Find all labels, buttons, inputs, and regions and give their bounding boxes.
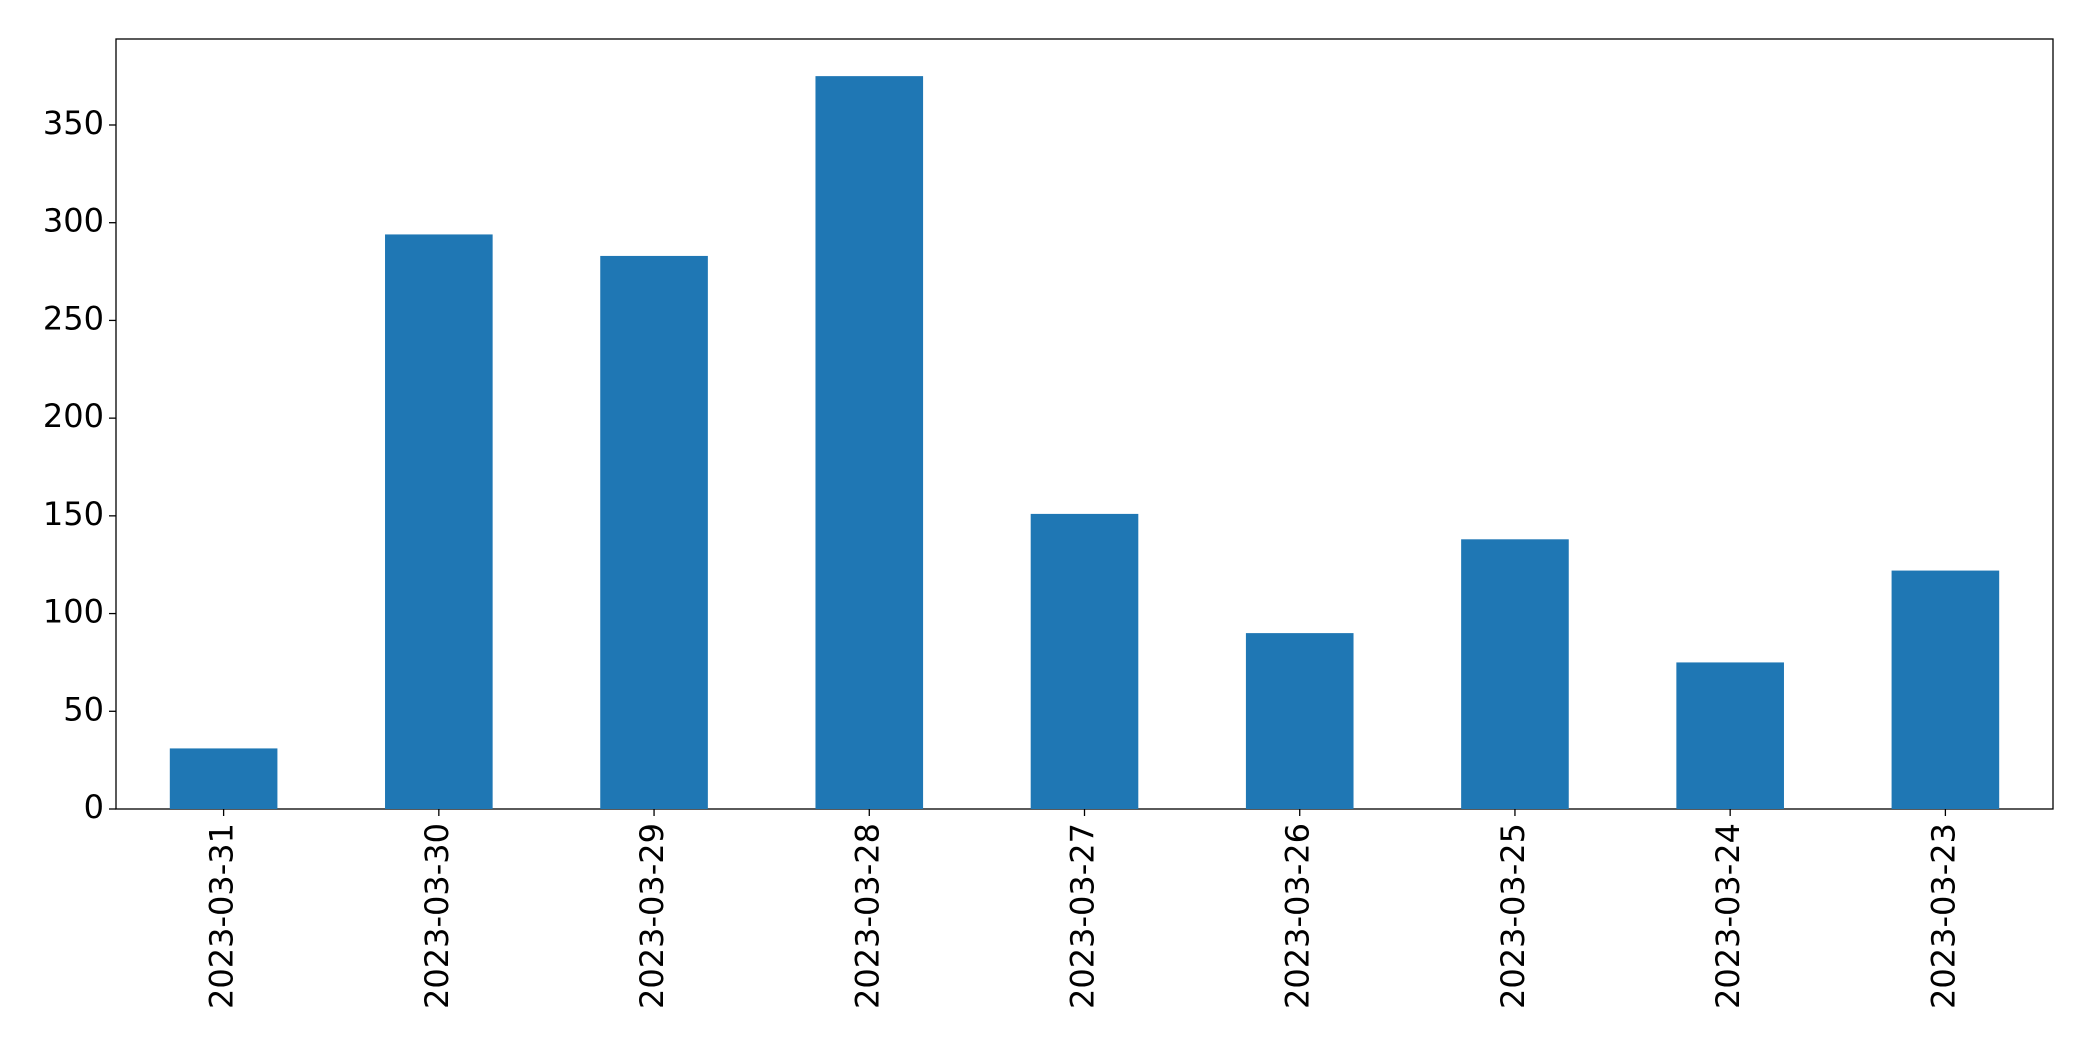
bar: [815, 76, 924, 810]
bar: [1461, 539, 1569, 809]
x-tick-label: 2023-03-30: [418, 823, 456, 1009]
bar: [169, 748, 278, 809]
y-tick-label: 350: [43, 104, 104, 142]
x-tick-label: 2023-03-25: [1494, 823, 1532, 1009]
x-tick-label: 2023-03-23: [1924, 823, 1962, 1009]
bar: [1245, 633, 1354, 809]
x-tick-label: 2023-03-31: [203, 823, 241, 1009]
y-tick-label: 300: [43, 202, 104, 240]
bar: [1891, 570, 2000, 809]
y-tick-label: 150: [43, 495, 104, 533]
bar: [1676, 662, 1784, 809]
y-tick-label: 100: [43, 593, 104, 631]
bar: [600, 255, 708, 809]
x-tick-label: 2023-03-24: [1709, 823, 1747, 1009]
y-tick-label: 250: [43, 299, 104, 337]
x-tick-label: 2023-03-26: [1279, 823, 1317, 1009]
y-tick-label: 50: [63, 690, 104, 728]
x-tick-label: 2023-03-27: [1064, 823, 1102, 1009]
x-tick-label: 2023-03-28: [848, 823, 886, 1009]
y-tick-label: 0: [84, 788, 104, 826]
bar: [1030, 513, 1139, 809]
x-tick-label: 2023-03-29: [633, 823, 671, 1009]
bar: [385, 234, 493, 810]
y-tick-label: 200: [43, 397, 104, 435]
